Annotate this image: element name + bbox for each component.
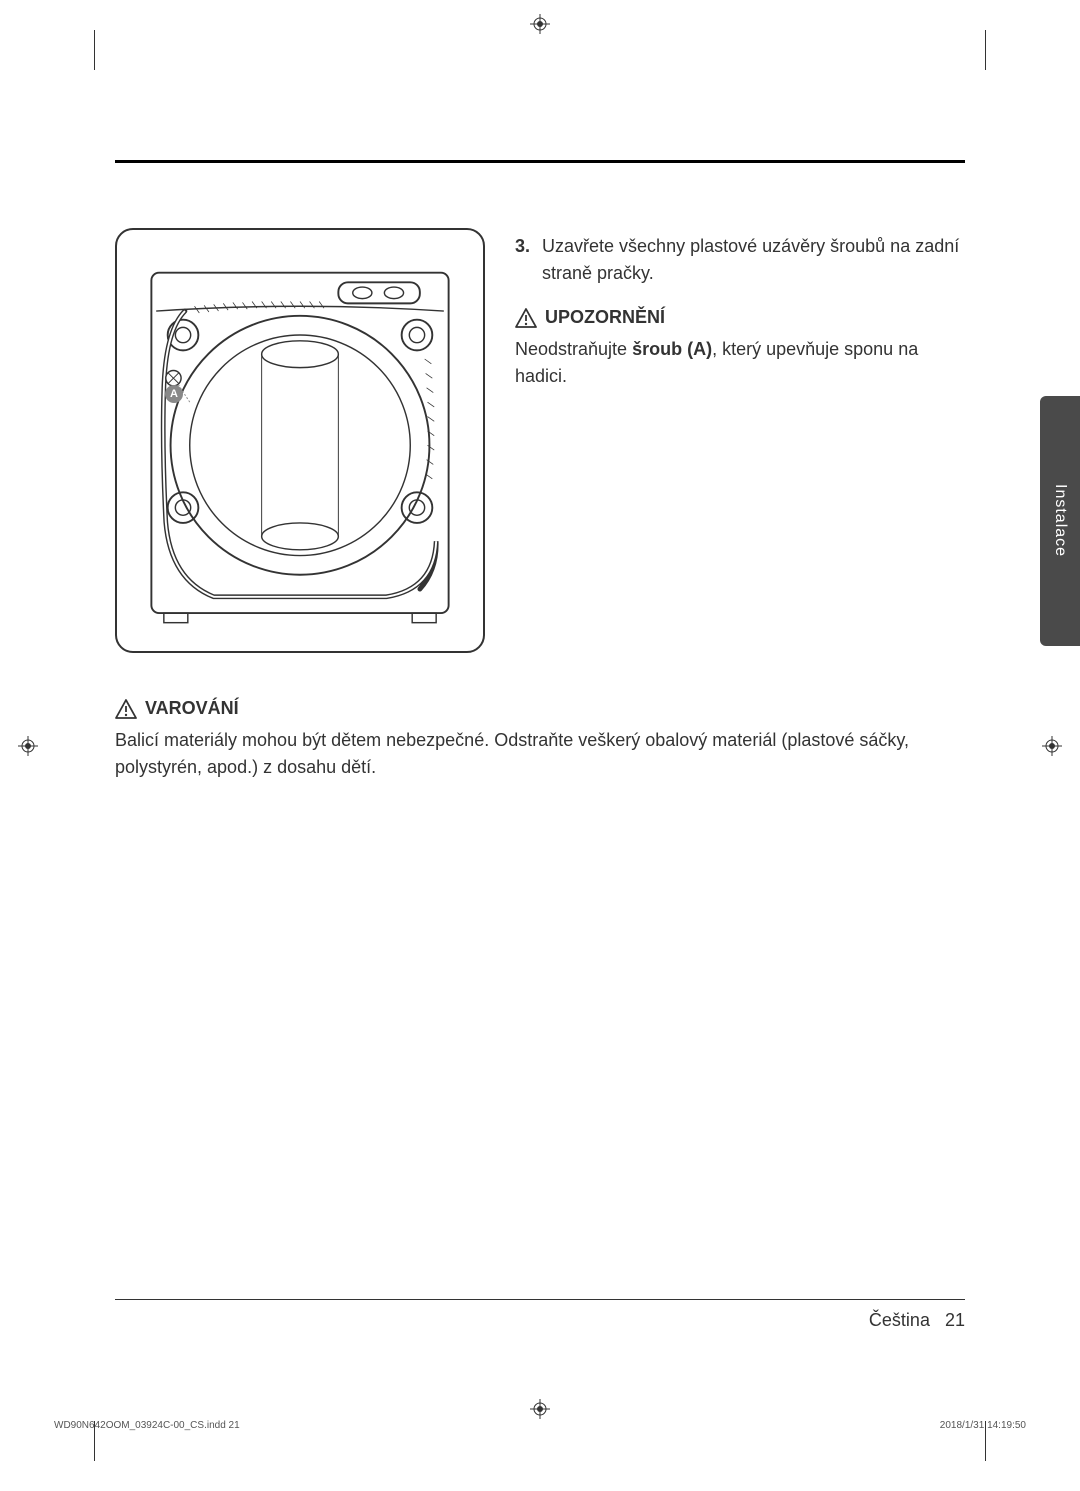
step-3: 3. Uzavřete všechny plastové uzávěry šro…	[515, 233, 965, 287]
label-a-marker: A	[165, 385, 183, 403]
meta-datetime: 2018/1/31 14:19:50	[940, 1420, 1026, 1431]
warning-triangle-icon	[115, 699, 137, 719]
crop-mark	[94, 30, 95, 70]
footer-text: Čeština 21	[115, 1310, 965, 1331]
page-content: A 3. Uzavřete všechny plastové uzávěry š…	[115, 160, 965, 1331]
warning-body: Balicí materiály mohou být dětem nebezpe…	[115, 727, 965, 781]
warning-heading: VAROVÁNÍ	[115, 698, 965, 719]
print-metadata: WD90N642OOM_03924C-00_CS.indd 21 2018/1/…	[54, 1420, 1026, 1431]
two-column-layout: A 3. Uzavřete všechny plastové uzávěry š…	[115, 228, 965, 653]
crop-mark	[985, 30, 986, 70]
warning-heading-text: VAROVÁNÍ	[145, 698, 239, 719]
registration-mark-icon	[530, 14, 550, 34]
registration-mark-icon	[1042, 736, 1062, 756]
notice-bold: šroub (A)	[632, 339, 712, 359]
notice-prefix: Neodstraňujte	[515, 339, 632, 359]
step-number: 3.	[515, 233, 530, 287]
washing-machine-illustration: A	[115, 228, 485, 653]
footer-divider	[115, 1299, 965, 1300]
registration-mark-icon	[18, 736, 38, 756]
side-tab-label: Instalace	[1051, 484, 1069, 557]
instruction-column: 3. Uzavřete všechny plastové uzávěry šro…	[515, 228, 965, 653]
top-divider	[115, 160, 965, 163]
step-text: Uzavřete všechny plastové uzávěry šroubů…	[542, 233, 965, 287]
notice-heading: UPOZORNĚNÍ	[515, 307, 965, 328]
footer-language: Čeština	[869, 1310, 930, 1330]
warning-triangle-icon	[515, 308, 537, 328]
notice-heading-text: UPOZORNĚNÍ	[545, 307, 665, 328]
notice-body: Neodstraňujte šroub (A), který upevňuje …	[515, 336, 965, 390]
registration-mark-icon	[530, 1399, 550, 1419]
footer-page-number: 21	[945, 1310, 965, 1330]
page-footer: Čeština 21	[115, 1299, 965, 1331]
warning-section: VAROVÁNÍ Balicí materiály mohou být děte…	[115, 698, 965, 781]
meta-filename: WD90N642OOM_03924C-00_CS.indd 21	[54, 1420, 240, 1431]
side-tab: Instalace	[1040, 396, 1080, 646]
